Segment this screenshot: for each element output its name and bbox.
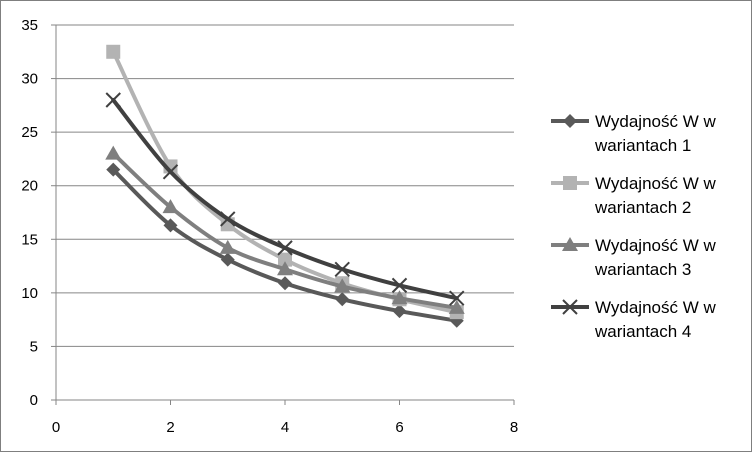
legend-item-3: Wydajność W w wariantach 3 [551,236,716,279]
legend-marker-1 [563,114,577,128]
data-point-s3-4 [277,261,293,276]
data-point-s3-2 [162,199,179,214]
data-point-s3-3 [219,239,236,254]
y-tick-label-10: 10 [21,285,38,302]
data-point-s2-1 [106,44,121,59]
data-point-s4-1 [105,92,121,108]
legend-marker-3 [562,237,578,251]
data-point-s1-5 [335,292,350,307]
data-point-s3-5 [334,278,351,293]
legend-marker-4 [562,299,578,315]
data-point-s1-2 [163,218,178,233]
legend-item-2: Wydajność W w wariantach 2 [551,174,716,217]
y-tick-label-0: 0 [30,392,38,409]
legend-label-1-line-2: wariantach 1 [594,136,691,155]
data-point-s3-1 [105,145,122,160]
x-tick-label-6: 6 [395,419,403,436]
legend-item-1: Wydajność W w wariantach 1 [551,112,716,155]
series-3 [105,145,465,314]
legend-label-4-line-2: wariantach 4 [594,322,691,341]
legend-label-3-line-1: Wydajność W w [595,236,716,255]
legend-label-3-line-2: wariantach 3 [594,260,691,279]
x-tick-label-4: 4 [281,419,289,436]
data-point-s2-4 [278,252,292,267]
x-tick-label-8: 8 [510,419,518,436]
data-point-s1-3 [220,252,235,267]
axes: 0 5 10 15 20 25 30 35 0 2 4 6 8 [21,17,518,436]
data-point-s4-3 [220,211,236,227]
series-4 [105,92,465,306]
data-point-s1-4 [278,276,292,291]
data-point-s3-6 [391,290,408,305]
x-tick-label-0: 0 [52,419,60,436]
data-point-s3-7 [448,299,465,314]
data-point-s4-7 [449,290,465,306]
legend: Wydajność W w wariantach 1 Wydajność W w wa… [551,112,716,341]
legend-marker-2 [563,176,577,190]
series-group [105,44,465,328]
legend-label-2-line-2: wariantach 2 [594,198,691,217]
data-point-s1-1 [106,162,121,177]
y-tick-label-35: 35 [21,17,38,34]
data-point-s4-2 [162,164,179,180]
data-point-s4-5 [334,261,350,277]
legend-label-2-line-1: Wydajność W w [595,174,716,193]
data-point-s1-6 [392,304,407,319]
legend-item-4: Wydajność W w wariantach 4 [551,298,716,341]
legend-label-1-line-1: Wydajność W w [595,112,716,131]
y-tick-label-30: 30 [21,71,38,88]
legend-label-4-line-1: Wydajność W w [595,298,716,317]
y-tick-label-25: 25 [21,124,38,141]
x-tick-label-2: 2 [166,419,174,436]
data-point-s4-4 [277,240,293,256]
y-tick-label-15: 15 [21,231,38,248]
y-tick-label-5: 5 [30,338,38,355]
y-tick-label-20: 20 [21,178,38,195]
data-point-s4-6 [391,277,408,294]
gridlines [56,24,514,347]
